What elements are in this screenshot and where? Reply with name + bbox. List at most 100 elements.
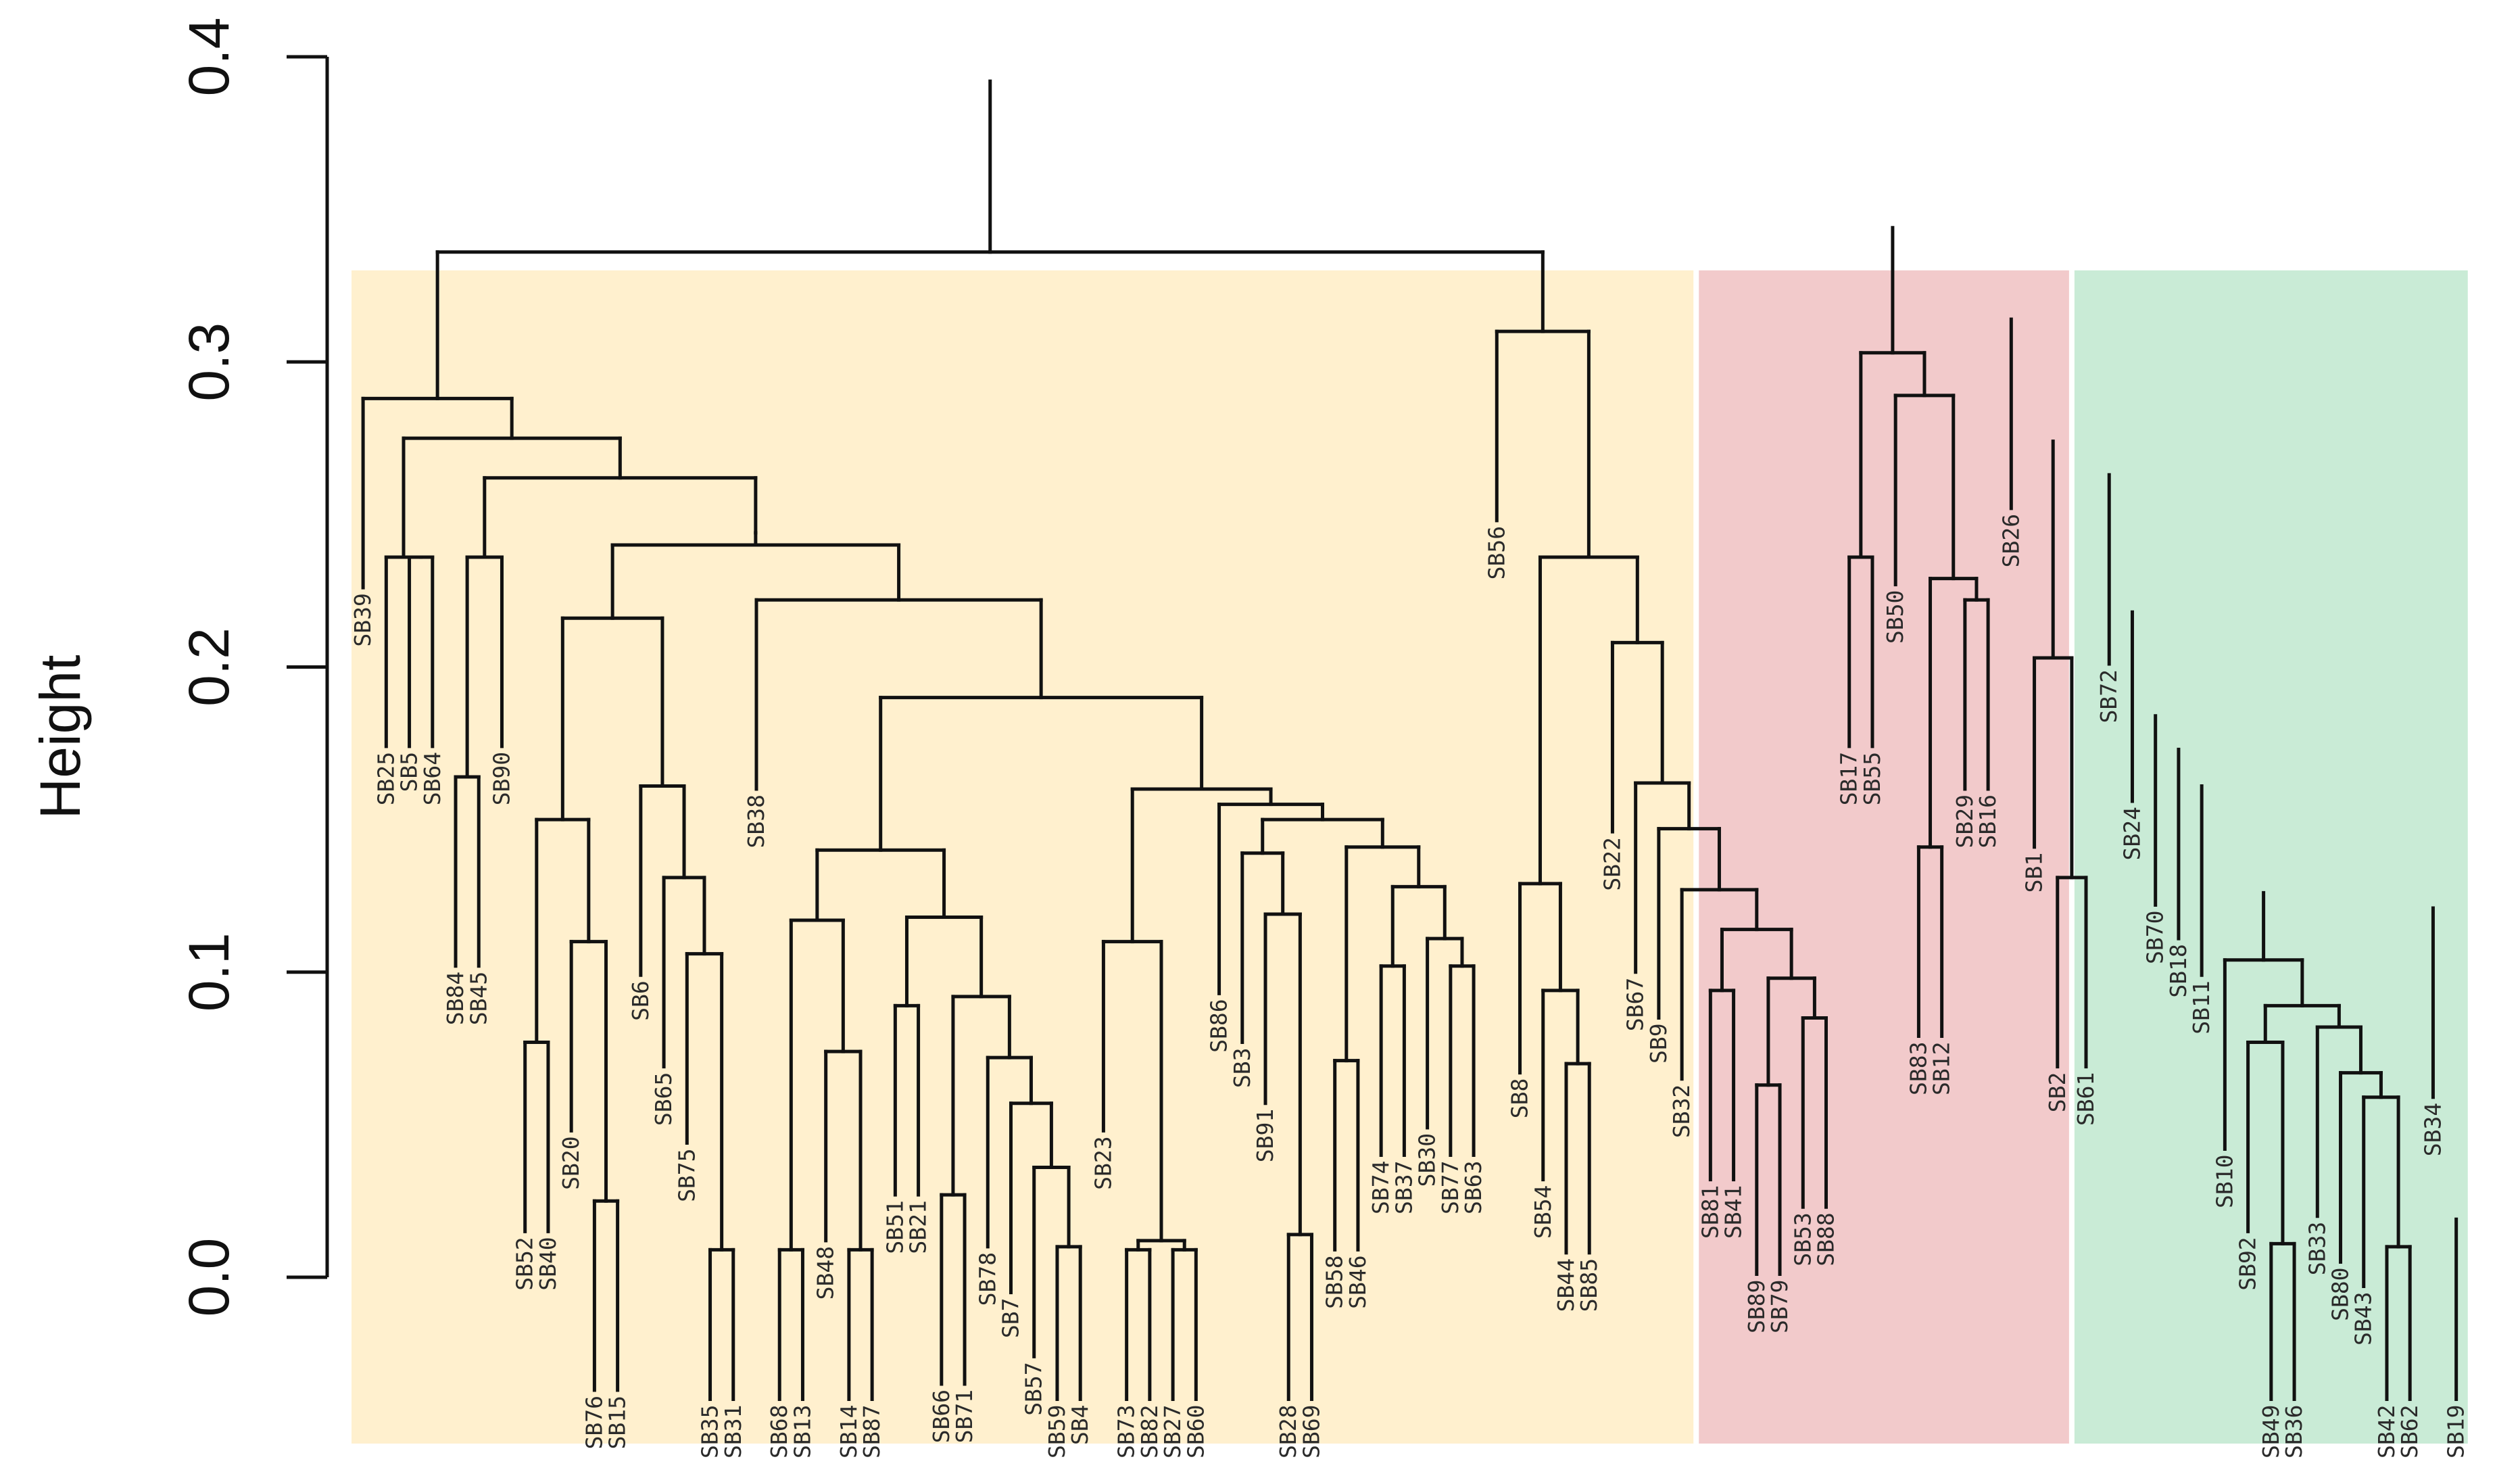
leaf-label: SB17: [1836, 752, 1862, 805]
leaf-label: SB29: [1952, 794, 1978, 848]
leaf-label: SB44: [1553, 1258, 1579, 1312]
leaf-label: SB91: [1252, 1109, 1278, 1162]
leaf-label: SB70: [2142, 910, 2168, 964]
leaf-label: SB11: [2188, 980, 2214, 1034]
leaf-label: SB41: [1720, 1185, 1747, 1239]
leaf-label: SB13: [789, 1405, 815, 1458]
leaf-label: SB19: [2443, 1405, 2469, 1458]
leaf-label: SB75: [673, 1148, 700, 1202]
leaf-label: SB77: [1437, 1161, 1463, 1214]
leaf-label: SB92: [2235, 1237, 2261, 1290]
leaf-label: SB69: [1298, 1405, 1324, 1458]
leaf-label: SB14: [835, 1405, 862, 1458]
leaf-label: SB55: [1859, 752, 1885, 805]
leaf-label: SB76: [581, 1396, 607, 1449]
y-tick-label: 0.0: [177, 1238, 241, 1317]
dendrogram-branches: [363, 81, 2458, 1401]
leaf-label: SB84: [442, 972, 468, 1025]
leaf-label: SB23: [1090, 1136, 1116, 1189]
leaf-label: SB25: [372, 752, 399, 805]
leaf-label: SB85: [1576, 1258, 1602, 1312]
y-tick-label: 0.2: [177, 627, 241, 707]
leaf-label: SB81: [1697, 1185, 1723, 1239]
leaf-label: SB5: [396, 752, 422, 792]
leaf-label: SB83: [1905, 1042, 1931, 1095]
y-tick-label: 0.4: [177, 18, 241, 97]
leaf-label: SB45: [465, 972, 491, 1025]
leaf-label: SB78: [974, 1252, 1000, 1306]
leaf-label: SB40: [535, 1237, 561, 1290]
leaf-label: SB42: [2373, 1405, 2400, 1458]
leaf-label: SB43: [2350, 1292, 2377, 1346]
leaf-label: SB72: [2095, 669, 2122, 723]
leaf-label: SB82: [1136, 1405, 1163, 1458]
leaf-label: SB64: [419, 752, 445, 805]
leaf-label: SB39: [349, 593, 376, 646]
leaf-label: SB52: [512, 1237, 538, 1290]
y-axis: Height 0.0 0.1 0.2 0.3 0.4: [28, 18, 329, 1317]
leaf-label: SB33: [2304, 1222, 2330, 1275]
leaf-label: SB27: [1159, 1405, 1186, 1458]
leaf-label: SB89: [1743, 1279, 1770, 1333]
leaf-label: SB35: [697, 1405, 723, 1458]
leaf-label: SB12: [1929, 1042, 1955, 1095]
leaf-label: SB32: [1668, 1085, 1695, 1138]
leaf-label: SB80: [2327, 1267, 2354, 1321]
leaf-label: SB34: [2419, 1103, 2446, 1156]
leaf-label: SB56: [1483, 526, 1509, 579]
leaf-label: SB59: [1044, 1405, 1070, 1458]
leaf-label: SB26: [1997, 514, 2024, 567]
leaf-label: SB68: [766, 1405, 792, 1458]
leaf-label: SB79: [1766, 1279, 1793, 1333]
leaf-label: SB2: [2044, 1072, 2070, 1113]
leaf-label: SB74: [1367, 1161, 1394, 1214]
leaf-label: SB50: [1882, 590, 1908, 644]
leaf-label: SB28: [1275, 1405, 1301, 1458]
leaf-label: SB86: [1206, 999, 1232, 1052]
leaf-label: SB58: [1322, 1255, 1348, 1308]
leaf-label: SB31: [720, 1405, 746, 1458]
leaf-label: SB16: [1974, 794, 2001, 848]
leaf-label: SB20: [558, 1136, 584, 1189]
leaf-label: SB9: [1645, 1023, 1672, 1064]
cluster-2-background: [1699, 270, 2069, 1444]
leaf-label: SB51: [881, 1200, 908, 1254]
leaf-label: SB15: [604, 1396, 631, 1449]
leaf-label: SB67: [1622, 978, 1649, 1031]
leaf-label: SB8: [1507, 1078, 1533, 1119]
leaf-label: SB38: [743, 794, 769, 848]
leaf-label: SB10: [2211, 1154, 2237, 1208]
leaf-label: SB46: [1344, 1255, 1371, 1308]
leaf-label: SB88: [1812, 1212, 1839, 1266]
cluster-backgrounds: [352, 270, 2468, 1444]
y-tick-label: 0.3: [177, 323, 241, 402]
leaf-label: SB21: [905, 1200, 931, 1254]
leaf-label: SB90: [488, 752, 514, 805]
leaf-label: SB73: [1113, 1405, 1140, 1458]
leaf-label: SB24: [2118, 807, 2145, 860]
leaf-label: SB3: [1229, 1048, 1255, 1089]
leaf-label: SB57: [1021, 1362, 1047, 1415]
leaf-label: SB4: [1067, 1405, 1093, 1446]
leaf-label: SB62: [2396, 1405, 2423, 1458]
y-tick-label: 0.1: [177, 932, 241, 1012]
y-axis-title: Height: [28, 655, 92, 819]
cluster-1-background: [352, 270, 1694, 1444]
leaf-label: SB48: [813, 1246, 839, 1300]
leaf-label: SB66: [928, 1389, 954, 1443]
leaf-label: SB1: [2021, 853, 2048, 893]
leaf-label: SB22: [1599, 837, 1625, 890]
leaf-label: SB61: [2073, 1072, 2099, 1126]
leaf-label: SB87: [858, 1405, 885, 1458]
leaf-label: SB53: [1789, 1212, 1816, 1266]
leaf-label: SB71: [951, 1389, 977, 1443]
leaf-label: SB30: [1414, 1133, 1440, 1187]
leaf-label: SB18: [2165, 944, 2191, 997]
leaf-label: SB60: [1182, 1405, 1209, 1458]
leaf-label: SB6: [627, 980, 654, 1021]
leaf-label: SB49: [2258, 1405, 2284, 1458]
leaf-label: SB63: [1460, 1161, 1486, 1214]
leaf-label: SB54: [1530, 1185, 1556, 1239]
